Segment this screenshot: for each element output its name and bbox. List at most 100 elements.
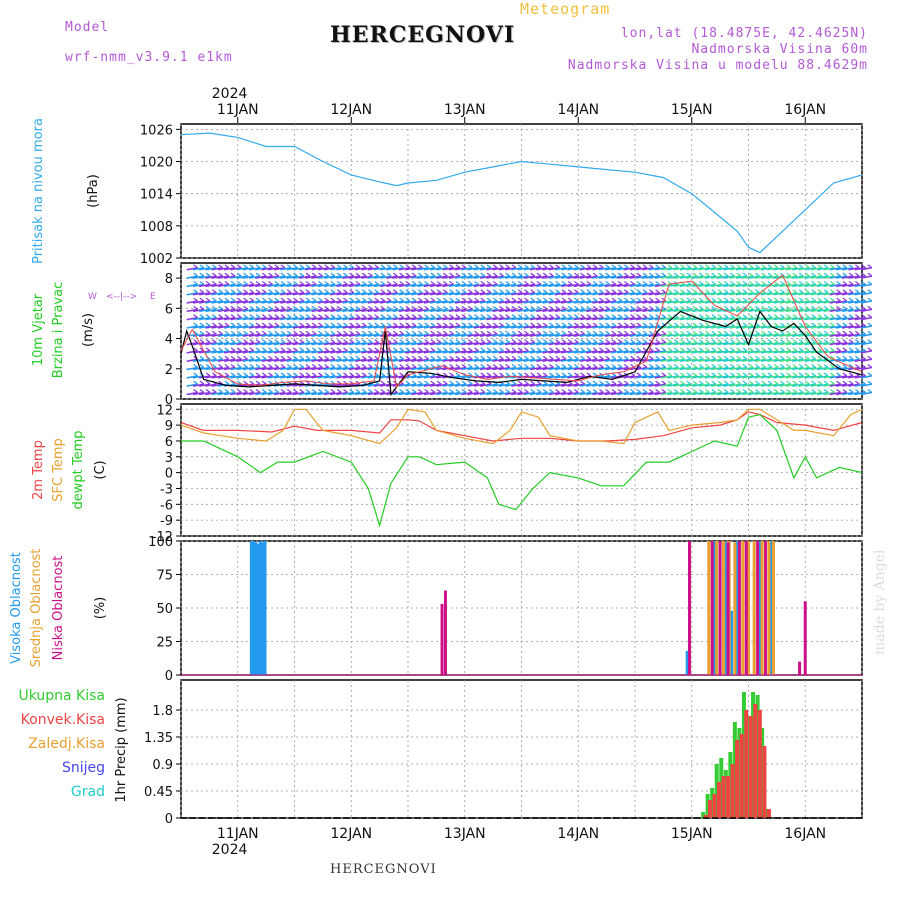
wind-arrow-head bbox=[430, 364, 436, 369]
wind-arrow-head bbox=[405, 314, 411, 319]
wind-arrow bbox=[336, 291, 348, 296]
wind-arrow bbox=[461, 316, 473, 321]
wind-arrow bbox=[342, 350, 354, 354]
wind-arrow bbox=[692, 350, 704, 354]
wind-arrow-head bbox=[517, 330, 523, 335]
wind-arrow-head bbox=[311, 355, 317, 360]
wind-arrow bbox=[536, 267, 548, 271]
wind-arrow-head bbox=[823, 297, 829, 302]
wind-arrow bbox=[473, 325, 485, 329]
wind-arrow-head bbox=[524, 388, 529, 393]
wind-arrow bbox=[573, 316, 585, 321]
wind-arrow bbox=[361, 341, 373, 346]
wind-arrow bbox=[286, 308, 298, 313]
wind-arrow bbox=[779, 275, 791, 279]
wind-arrow bbox=[860, 308, 872, 313]
wind-arrow bbox=[561, 341, 573, 346]
wind-arrow-head bbox=[817, 380, 823, 385]
wind-arrow-head bbox=[418, 330, 423, 335]
wind-arrow bbox=[760, 375, 773, 379]
wind-arrow-head bbox=[692, 280, 698, 285]
wind-arrow-head bbox=[673, 372, 679, 377]
wind-arrow bbox=[835, 366, 848, 371]
wind-arrow-head bbox=[355, 330, 361, 335]
wind-arrow bbox=[586, 325, 598, 329]
wind-arrow-head bbox=[580, 272, 586, 277]
wind-arrow bbox=[461, 383, 473, 387]
wind-arrow-head bbox=[798, 339, 804, 344]
wind-rose-arrows: <--|--> bbox=[106, 292, 137, 302]
wind-arrow-head bbox=[486, 330, 492, 335]
cloud-bar-2 bbox=[803, 601, 807, 675]
precip-bar-1 bbox=[721, 776, 726, 818]
wind-arrow bbox=[205, 375, 217, 379]
wind-arrow bbox=[436, 275, 448, 279]
wind-arrow-head bbox=[405, 347, 411, 352]
wind-arrow-head bbox=[230, 364, 236, 369]
wind-arrow bbox=[617, 333, 629, 338]
wind-arrow bbox=[330, 341, 342, 346]
wind-arrow-head bbox=[680, 339, 685, 344]
wind-arrow bbox=[829, 350, 841, 354]
wind-arrow-head bbox=[624, 322, 629, 327]
wind-arrow bbox=[361, 275, 373, 279]
wind-arrow bbox=[710, 291, 723, 296]
wind-arrow bbox=[223, 308, 236, 313]
wind-arrow bbox=[548, 291, 560, 296]
precip-legend-item: Konvek.Kisa bbox=[21, 712, 105, 728]
wind-arrow-head bbox=[399, 305, 405, 310]
wind-arrow-head bbox=[492, 339, 498, 344]
wind-arrow bbox=[242, 316, 254, 321]
wind-arrow bbox=[305, 308, 317, 313]
wind-arrow bbox=[692, 391, 704, 396]
wind-arrow-head bbox=[817, 322, 823, 327]
wind-arrow-head bbox=[705, 330, 710, 335]
wind-arrow bbox=[523, 391, 535, 396]
wind-arrow bbox=[573, 275, 585, 279]
wind-arrow-head bbox=[443, 339, 448, 344]
wind-arrow-head bbox=[855, 380, 860, 385]
wind-arrow-head bbox=[505, 297, 511, 302]
wind-arrow bbox=[717, 333, 729, 338]
wind-arrow bbox=[392, 316, 404, 321]
wind-arrow bbox=[205, 350, 217, 354]
wind-arrow bbox=[617, 267, 629, 271]
wind-arrow-head bbox=[561, 330, 567, 335]
wind-arrow bbox=[804, 283, 816, 288]
wind-arrow bbox=[511, 267, 523, 271]
wind-arrow-head bbox=[212, 305, 217, 310]
wind-arrow bbox=[186, 316, 198, 321]
year-label-top: 2024 bbox=[212, 86, 248, 102]
wind-arrow bbox=[554, 275, 567, 279]
wind-arrow-head bbox=[299, 347, 305, 352]
wind-arrow bbox=[817, 308, 829, 313]
wind-arrow-head bbox=[536, 289, 542, 294]
wind-arrow-head bbox=[393, 305, 398, 310]
wind-arrow bbox=[604, 375, 617, 379]
wind-arrow-head bbox=[237, 339, 242, 344]
wind-arrow-head bbox=[723, 314, 729, 319]
wind-arrow-head bbox=[261, 272, 267, 277]
wind-arrow-head bbox=[586, 339, 592, 344]
wind-arrow-head bbox=[230, 289, 236, 294]
wind-arrow bbox=[579, 291, 592, 296]
wind-arrow bbox=[835, 316, 848, 321]
wind-arrow-head bbox=[424, 314, 430, 319]
wind-arrow bbox=[554, 350, 567, 354]
wind-arrow-head bbox=[561, 280, 567, 285]
y-tick-label: 1.35 bbox=[144, 731, 173, 746]
wind-arrow-head bbox=[368, 339, 373, 344]
wind-arrow bbox=[748, 308, 760, 313]
wind-arrow bbox=[367, 300, 379, 304]
wind-arrow-head bbox=[492, 330, 498, 335]
wind-arrow bbox=[598, 333, 610, 338]
wind-arrow-head bbox=[324, 330, 330, 335]
wind-arrow bbox=[667, 291, 679, 296]
wind-arrow-head bbox=[698, 305, 704, 310]
wind-arrow-head bbox=[480, 314, 486, 319]
wind-arrow-head bbox=[736, 388, 742, 393]
wind-arrow-head bbox=[305, 380, 311, 385]
wind-arrow-head bbox=[368, 372, 373, 377]
cloud-bar-2 bbox=[764, 541, 768, 675]
wind-arrow bbox=[598, 383, 610, 387]
